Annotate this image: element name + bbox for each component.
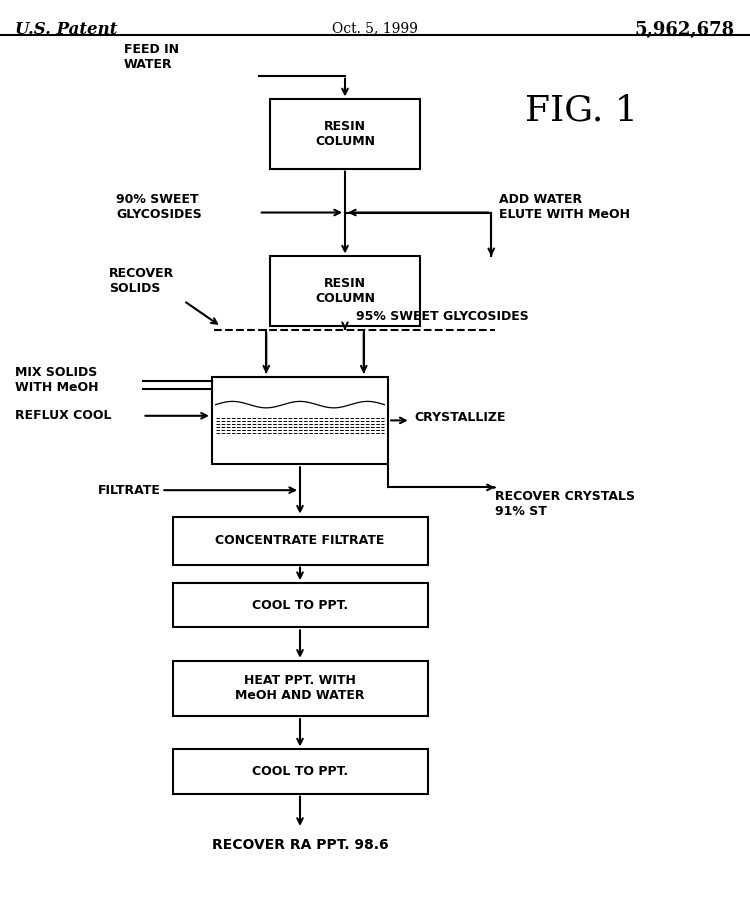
Text: RESIN
COLUMN: RESIN COLUMN: [315, 277, 375, 305]
Text: ADD WATER
ELUTE WITH MeOH: ADD WATER ELUTE WITH MeOH: [499, 193, 630, 221]
Text: RECOVER RA PPT. 98.6: RECOVER RA PPT. 98.6: [211, 837, 388, 852]
Text: MIX SOLIDS
WITH MeOH: MIX SOLIDS WITH MeOH: [15, 366, 98, 395]
Text: CRYSTALLIZE: CRYSTALLIZE: [415, 411, 506, 424]
Text: RECOVER CRYSTALS
91% ST: RECOVER CRYSTALS 91% ST: [495, 490, 635, 518]
Bar: [172, 517, 428, 565]
Text: COOL TO PPT.: COOL TO PPT.: [252, 599, 348, 612]
Text: FEED IN
WATER: FEED IN WATER: [124, 43, 178, 71]
Text: 90% SWEET
GLYCOSIDES: 90% SWEET GLYCOSIDES: [116, 193, 202, 221]
Bar: [270, 256, 420, 325]
Text: FILTRATE: FILTRATE: [98, 483, 160, 497]
Bar: [270, 100, 420, 168]
Text: HEAT PPT. WITH
MeOH AND WATER: HEAT PPT. WITH MeOH AND WATER: [236, 675, 364, 702]
Text: REFLUX COOL: REFLUX COOL: [15, 409, 112, 422]
Text: 5,962,678: 5,962,678: [634, 21, 735, 39]
Text: RESIN
COLUMN: RESIN COLUMN: [315, 120, 375, 148]
Bar: [172, 583, 428, 627]
Text: CONCENTRATE FILTRATE: CONCENTRATE FILTRATE: [215, 534, 385, 547]
Bar: [212, 377, 388, 464]
Text: COOL TO PPT.: COOL TO PPT.: [252, 765, 348, 778]
Text: U.S. Patent: U.S. Patent: [15, 21, 117, 38]
Text: RECOVER
SOLIDS: RECOVER SOLIDS: [109, 267, 174, 295]
Bar: [172, 749, 428, 794]
Text: FIG. 1: FIG. 1: [525, 94, 638, 128]
Text: 95% SWEET GLYCOSIDES: 95% SWEET GLYCOSIDES: [356, 310, 529, 322]
Text: Oct. 5, 1999: Oct. 5, 1999: [332, 21, 418, 35]
Bar: [172, 661, 428, 716]
